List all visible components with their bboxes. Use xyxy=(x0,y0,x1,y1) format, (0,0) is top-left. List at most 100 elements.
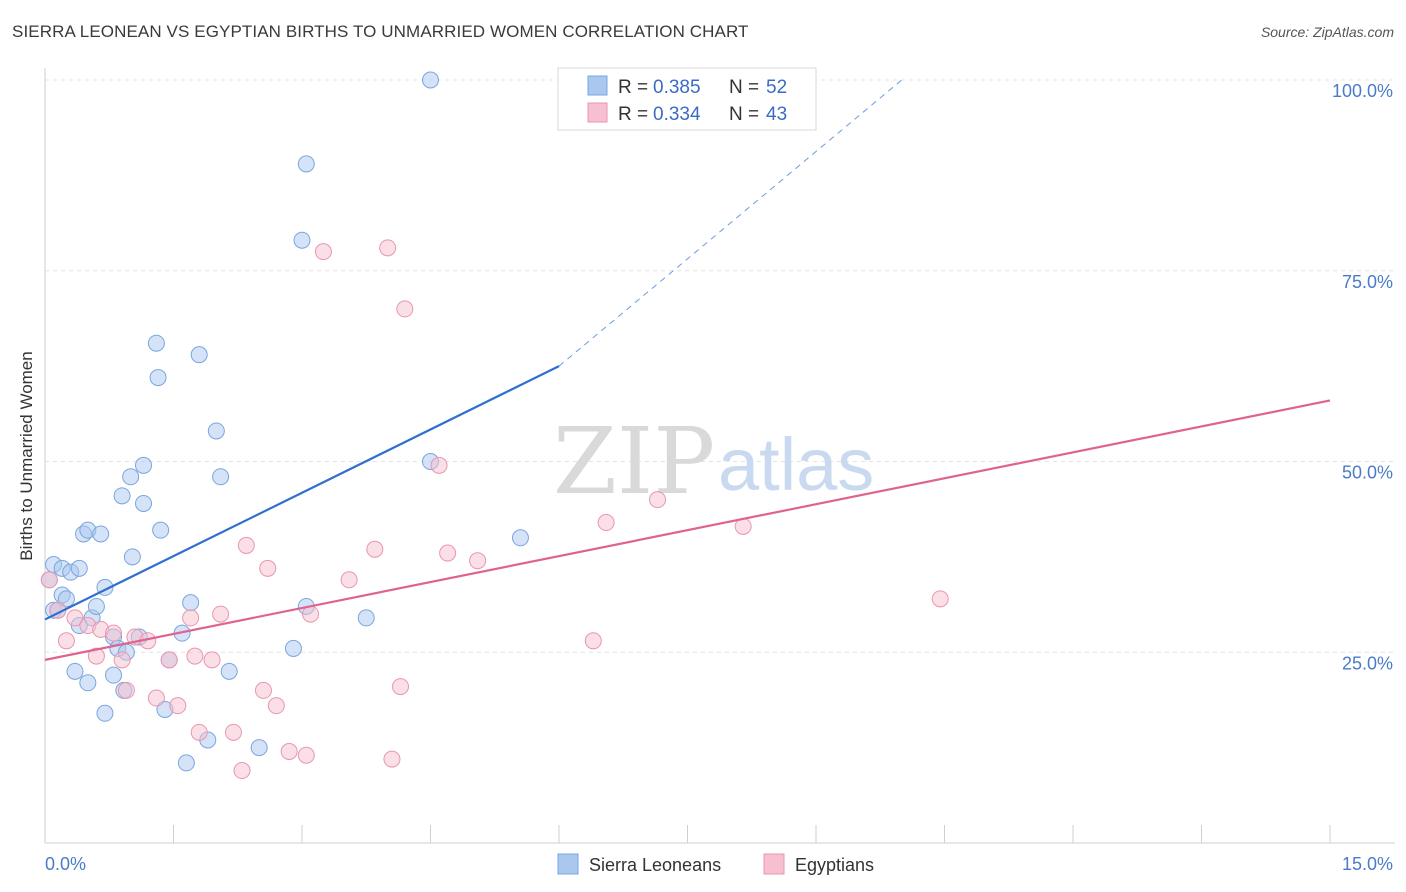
data-point xyxy=(186,647,204,665)
data-point xyxy=(123,548,141,566)
data-point xyxy=(297,155,315,173)
data-point xyxy=(250,739,268,757)
legend-r-value-0: 0.385 xyxy=(653,77,701,98)
data-point xyxy=(314,243,332,261)
data-point xyxy=(105,624,123,642)
data-point xyxy=(584,632,602,650)
data-point xyxy=(122,468,140,486)
data-point xyxy=(57,590,75,608)
data-point xyxy=(396,300,414,318)
series-sierra-leoneans-points xyxy=(40,71,529,772)
bottom-legend-swatch-egyptians xyxy=(763,853,785,875)
trend-line-sierra-leoneans-extension xyxy=(558,79,902,367)
legend: R = 0.385 N = 52 R = 0.334 N = 43 xyxy=(557,67,817,131)
legend-n-value-0: 52 xyxy=(766,77,787,98)
y-tick-label: 100.0% xyxy=(1332,81,1393,101)
data-point xyxy=(117,681,135,699)
data-point xyxy=(147,689,165,707)
data-point xyxy=(511,529,529,547)
x-tick-labels: 0.0% 15.0% xyxy=(45,854,1393,874)
x-tick-label: 0.0% xyxy=(45,854,86,874)
y-tick-label: 75.0% xyxy=(1342,272,1393,292)
data-point xyxy=(357,609,375,627)
data-point xyxy=(182,609,200,627)
data-point xyxy=(379,239,397,257)
legend-r-label-0: R = xyxy=(618,77,648,98)
grid-lines xyxy=(45,79,1395,653)
data-point xyxy=(147,334,165,352)
data-point xyxy=(469,552,487,570)
watermark-zip: ZIP xyxy=(553,408,715,515)
y-axis-label: Births to Unmarried Women xyxy=(17,351,36,560)
data-point xyxy=(190,723,208,741)
data-point xyxy=(182,594,200,612)
data-point xyxy=(92,525,110,543)
data-point xyxy=(203,651,221,669)
data-point xyxy=(113,651,131,669)
legend-n-label-0: N = xyxy=(729,77,759,98)
axes xyxy=(44,68,1395,844)
data-point xyxy=(135,456,153,474)
legend-n-value-1: 43 xyxy=(766,104,787,125)
watermark: ZIP atlas xyxy=(553,408,874,515)
data-point xyxy=(212,605,230,623)
data-point xyxy=(649,491,667,509)
trend-line-sierra-leoneans xyxy=(44,365,560,621)
data-point xyxy=(177,754,195,772)
data-point xyxy=(280,742,298,760)
data-point xyxy=(220,662,238,680)
y-tick-label: 25.0% xyxy=(1342,653,1393,673)
data-point xyxy=(392,678,410,696)
legend-swatch-sierra-leoneans xyxy=(587,75,608,96)
data-point xyxy=(224,723,242,741)
data-point xyxy=(40,571,58,589)
data-point xyxy=(96,704,114,722)
data-point xyxy=(254,681,272,699)
data-point xyxy=(259,559,277,577)
data-point xyxy=(439,544,457,562)
source-label: Source: ZipAtlas.com xyxy=(1260,24,1394,40)
bottom-legend-label-egyptians: Egyptians xyxy=(795,855,874,875)
data-point xyxy=(430,456,448,474)
data-point xyxy=(422,71,439,89)
y-tick-label: 50.0% xyxy=(1342,463,1393,483)
chart-title: SIERRA LEONEAN VS EGYPTIAN BIRTHS TO UNM… xyxy=(12,22,749,41)
data-point xyxy=(160,651,178,669)
data-point xyxy=(293,231,311,249)
series-egyptians-points xyxy=(40,239,949,780)
data-point xyxy=(931,590,949,608)
data-point xyxy=(383,750,401,768)
data-point xyxy=(207,422,225,440)
bottom-legend-swatch-sierra-leoneans xyxy=(557,853,579,875)
data-point xyxy=(366,540,384,558)
legend-swatch-egyptians xyxy=(587,102,608,123)
data-point xyxy=(135,494,153,512)
x-tick-label: 15.0% xyxy=(1342,854,1393,874)
data-point xyxy=(169,697,187,715)
data-point xyxy=(212,468,230,486)
y-tick-labels: 25.0% 50.0% 75.0% 100.0% xyxy=(1332,81,1393,673)
data-point xyxy=(340,571,358,589)
data-point xyxy=(79,674,97,692)
data-point xyxy=(87,597,105,615)
watermark-atlas: atlas xyxy=(718,423,874,506)
trend-line-egyptians xyxy=(44,399,1331,661)
data-point xyxy=(267,697,285,715)
data-point xyxy=(66,662,84,680)
trend-lines xyxy=(44,79,1331,661)
legend-r-value-1: 0.334 xyxy=(653,104,701,125)
data-point xyxy=(149,369,167,387)
bottom-legend: Sierra Leoneans Egyptians xyxy=(557,853,874,875)
data-point xyxy=(190,346,208,364)
data-point xyxy=(87,647,105,665)
data-point xyxy=(152,521,170,539)
data-point xyxy=(297,746,315,764)
data-point xyxy=(233,762,251,780)
data-point xyxy=(113,487,131,505)
data-point xyxy=(57,632,75,650)
data-point xyxy=(70,559,88,577)
data-point xyxy=(66,609,84,627)
legend-r-label-1: R = xyxy=(618,104,648,125)
data-point xyxy=(105,666,123,684)
